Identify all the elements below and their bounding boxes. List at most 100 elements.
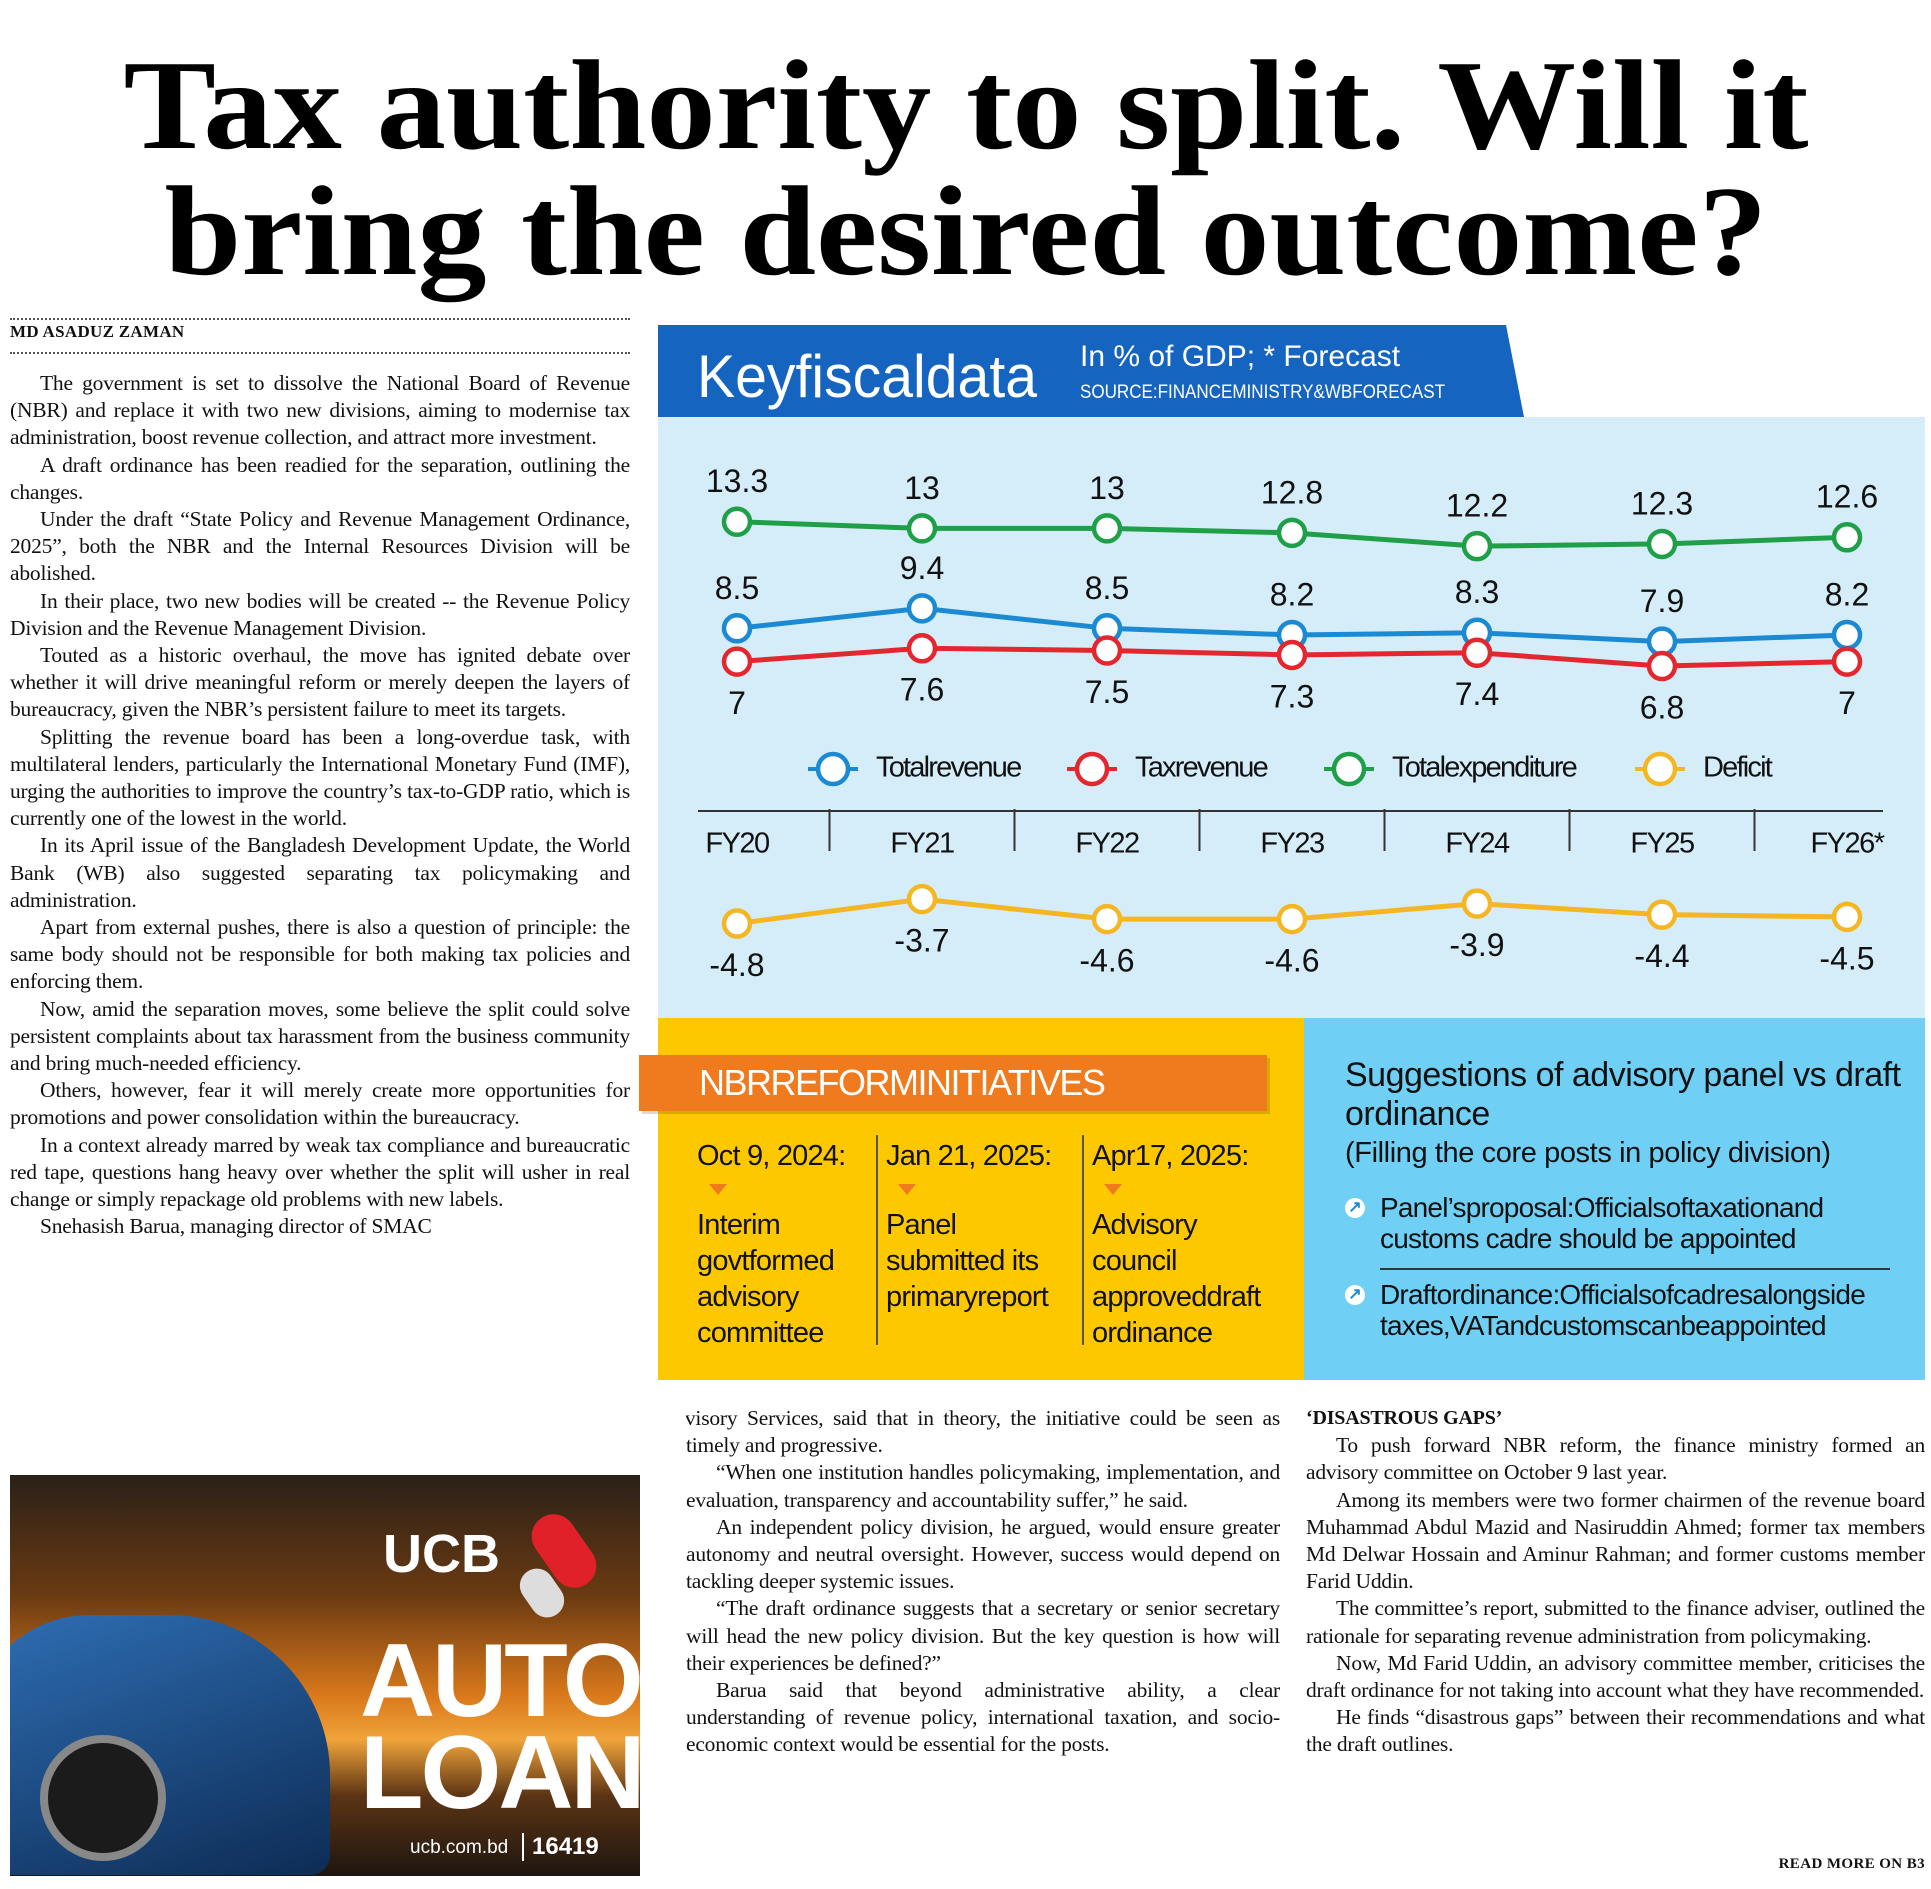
ad-website: ucb.com.bd — [410, 1837, 509, 1858]
data-label: 8.2 — [1270, 576, 1314, 612]
suggestion-item: Panel’sproposal:Officialsoftaxationand c… — [1380, 1192, 1824, 1254]
paragraph: Now, amid the separation moves, some bel… — [10, 996, 630, 1076]
paragraph: Now, Md Farid Uddin, an advisory committ… — [1306, 1650, 1925, 1703]
data-label: 12.2 — [1446, 488, 1508, 524]
suggestions-subtitle: (Filling the core posts in policy divisi… — [1345, 1137, 1831, 1169]
article-column: ‘DISASTROUS GAPS’ To push forward NBR re… — [1306, 1405, 1925, 1845]
divider — [876, 1135, 878, 1345]
data-label: -4.6 — [1079, 943, 1134, 979]
point — [1091, 635, 1123, 666]
x-tick-label: FY20 — [705, 828, 769, 860]
chart-source: SOURCE:FINANCEMINISTRY&WBFORECAST — [1080, 382, 1445, 403]
data-label: 8.3 — [1455, 574, 1499, 610]
data-label: 12.6 — [1816, 479, 1878, 515]
paragraph: Others, however, fear it will merely cre… — [10, 1078, 630, 1130]
byline: MD ASADUZ ZAMAN — [10, 322, 185, 341]
chart-title: Keyfiscaldata — [697, 343, 1038, 410]
paragraph: Touted as a historic overhaul, the move … — [10, 643, 630, 722]
ad-line: LOAN — [360, 1715, 640, 1831]
legend-swatch — [1331, 751, 1367, 787]
data-label: -4.5 — [1819, 940, 1874, 976]
data-label: 7.5 — [1085, 674, 1129, 710]
data-label: -4.8 — [709, 947, 764, 983]
paragraph: Advisory Services, said that in theory, … — [686, 1406, 1280, 1458]
data-label: 7 — [1838, 685, 1856, 721]
chart-header — [658, 325, 1524, 417]
x-tick-label: FY23 — [1260, 828, 1324, 860]
point — [906, 883, 938, 915]
data-label: 7.3 — [1270, 678, 1314, 714]
legend-label: Totalrevenue — [876, 752, 1021, 784]
headline: Tax authority to split. Will it — [124, 34, 1809, 176]
paragraph: In its April issue of the Bangladesh Dev… — [10, 833, 630, 912]
point — [1831, 619, 1863, 651]
rule — [10, 318, 630, 320]
headline-area: Tax authority to split. Will it bring th… — [124, 34, 1809, 302]
point — [1461, 888, 1493, 919]
x-tick-label: FY26* — [1810, 828, 1884, 860]
article-column: Advisory Services, said that in theory, … — [686, 1405, 1280, 1877]
paragraph: A draft ordinance has been readied for t… — [10, 452, 630, 504]
article-column: The government is set to dissolve the Na… — [10, 370, 630, 1440]
marker — [1104, 1184, 1122, 1195]
point — [1646, 899, 1678, 930]
point — [906, 513, 938, 544]
chart-subtitle: In % of GDP; * Forecast — [1080, 340, 1401, 373]
wheel — [40, 1735, 166, 1861]
paragraph: The committee’s report, submitted to the… — [1306, 1596, 1925, 1648]
rule — [10, 352, 630, 354]
legend-label: Deficit — [1703, 752, 1773, 784]
paragraph: To push forward NBR reform, the finance … — [1306, 1433, 1925, 1485]
paragraph: Under the draft “State Policy and Revenu… — [10, 507, 630, 586]
timeline-date: Jan 21, 2025: — [886, 1140, 1052, 1172]
timeline-item: Jan 21, 2025: Panel submitted its primary… — [886, 1138, 1078, 1348]
timeline-text: Panel submitted its primaryreport — [886, 1209, 1049, 1313]
icon: ↗ — [1345, 1198, 1365, 1218]
x-tick-label: FY25 — [1630, 828, 1694, 860]
data-label: 8.5 — [715, 570, 759, 606]
point — [1831, 522, 1863, 553]
ad-headline: AUTO LOAN — [360, 1623, 640, 1831]
point — [1646, 528, 1678, 560]
paragraph: An independent policy division, he argue… — [686, 1514, 1280, 1594]
legend-swatch — [815, 751, 851, 787]
point — [1461, 637, 1493, 668]
x-tick-label: FY22 — [1075, 828, 1139, 860]
point — [1276, 639, 1308, 671]
data-label: -3.9 — [1449, 927, 1504, 963]
data-label: 8.2 — [1825, 576, 1869, 612]
x-tick-label: FY21 — [890, 828, 954, 860]
point — [906, 633, 938, 664]
point — [721, 646, 753, 677]
timeline-text: Interim govtformed advisory committee — [697, 1209, 835, 1349]
suggestions-panel — [1304, 1018, 1925, 1380]
data-label: 13.3 — [706, 463, 768, 499]
data-label: 7.9 — [1640, 583, 1684, 619]
icon: ↗ — [1345, 1285, 1365, 1305]
point — [1091, 903, 1123, 935]
timeline-date: Oct 9, 2024: — [697, 1140, 846, 1172]
suggestion-item: Draftordinance:Officialsofcadresalongsid… — [1380, 1279, 1866, 1341]
legend-label: Totalexpenditure — [1392, 752, 1577, 784]
ad-hotline: 16419 — [522, 1833, 599, 1861]
data-label: -3.7 — [894, 923, 949, 959]
data-label: -4.4 — [1634, 938, 1689, 974]
paragraph: The government is set to dissolve the Na… — [10, 371, 630, 450]
data-label: 8.5 — [1085, 570, 1129, 606]
paragraph: In a context already marred by weak tax … — [10, 1132, 630, 1212]
advertisement: UCB AUTO LOAN ucb.com.bd 16419 — [10, 1475, 640, 1876]
paragraph: In their place, two new bodies will be c… — [10, 588, 630, 640]
point — [1831, 901, 1863, 933]
paragraph: Splitting the revenue board has been a l… — [10, 724, 630, 831]
x-tick-label: FY24 — [1445, 828, 1510, 860]
data-label: 7 — [728, 685, 746, 721]
marker — [898, 1184, 916, 1195]
paragraph: “The draft ordinance suggests that a sec… — [686, 1596, 1280, 1675]
ad-line: AUTO — [360, 1623, 640, 1739]
paragraph: He finds “disastrous gaps” between their… — [1306, 1705, 1925, 1757]
timeline-text: Advisory council approveddraft ordinance — [1092, 1209, 1261, 1349]
divider — [1082, 1135, 1084, 1345]
reform-title: NBRREFORMINITIATIVES — [639, 1055, 1267, 1111]
point — [1276, 517, 1308, 549]
